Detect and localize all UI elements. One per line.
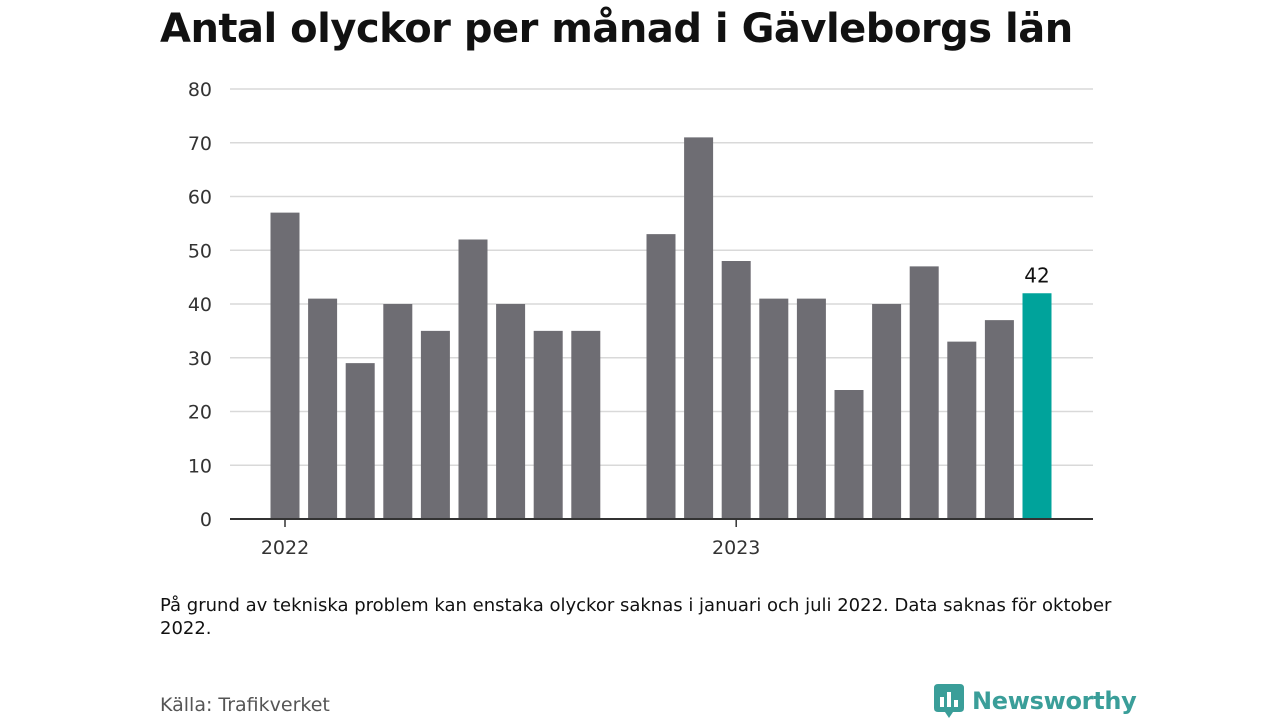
y-tick-label: 50: [188, 240, 212, 262]
bar: [270, 212, 300, 519]
y-tick-label: 0: [200, 509, 212, 531]
y-tick-label: 60: [188, 187, 212, 209]
bar: [646, 234, 676, 519]
y-tick-label: 80: [188, 79, 212, 101]
bar: [533, 330, 563, 519]
bar: [984, 320, 1014, 519]
bar: [947, 341, 977, 519]
bar: [834, 390, 864, 519]
chart-note: På grund av tekniska problem kan enstaka…: [160, 595, 1112, 639]
bar: [496, 304, 526, 519]
bar-chart: 0 10 20 30 40 50 60 70 80 42 2022 2023: [188, 79, 1093, 559]
bar: [721, 261, 751, 519]
bar: [308, 298, 338, 519]
data-label: 42: [1024, 263, 1049, 287]
chart-title: Antal olyckor per månad i Gävleborgs län: [160, 6, 1073, 52]
brand-name: Newsworthy: [972, 687, 1137, 715]
y-tick-label: 70: [188, 133, 212, 155]
newsworthy-logo-icon: [934, 684, 964, 718]
bar: [684, 137, 714, 519]
y-tick-label: 40: [188, 294, 212, 316]
bar: [345, 363, 375, 519]
x-tick-label: 2023: [712, 537, 760, 559]
brand-logo[interactable]: Newsworthy: [934, 684, 1137, 718]
bar: [571, 330, 601, 519]
bar: [909, 266, 939, 519]
bar: [420, 330, 450, 519]
y-tick-label: 10: [188, 455, 212, 477]
highlighted-bar: [1022, 293, 1052, 519]
bar: [759, 298, 789, 519]
y-tick-label: 30: [188, 348, 212, 370]
bar: [383, 304, 413, 519]
x-tick-label: 2022: [261, 537, 309, 559]
bar: [796, 298, 826, 519]
bar: [458, 239, 488, 519]
y-tick-label: 20: [188, 402, 212, 424]
source-label: Källa: Trafikverket: [160, 694, 330, 716]
bar: [872, 304, 902, 519]
